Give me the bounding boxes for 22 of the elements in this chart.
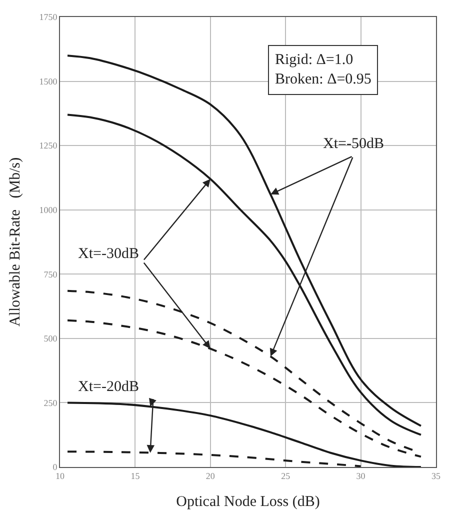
- line-series: [66, 114, 422, 436]
- annotation: Xt=-20dB: [78, 379, 139, 395]
- y-tick-label: 250: [44, 398, 58, 408]
- x-tick-label: 20: [206, 470, 216, 481]
- annotation: Xt=-30dB: [78, 246, 139, 262]
- y-axis-title: Allowable Bit-Rate (Mb/s): [7, 157, 24, 327]
- x-axis-title: Optical Node Loss (dB): [176, 494, 320, 510]
- y-tick-label: 1000: [39, 205, 58, 216]
- x-tick-label: 10: [56, 470, 65, 481]
- x-tick-label: 30: [356, 470, 366, 481]
- x-tick-label: 25: [281, 470, 291, 481]
- y-tick-label: 750: [44, 269, 58, 280]
- y-tick-label: 1250: [39, 140, 58, 151]
- annotation: Xt=-50dB: [323, 136, 384, 152]
- annotation: Rigid: Δ=1.0 Broken: Δ=0.95: [275, 52, 372, 88]
- y-tick-label: 1500: [39, 76, 58, 86]
- x-tick-label: 35: [432, 470, 441, 481]
- x-tick-label: 15: [130, 470, 140, 481]
- y-tick-label: 1750: [39, 12, 58, 22]
- y-tick-label: 500: [44, 334, 58, 344]
- y-tick-label: 0: [52, 462, 58, 472]
- line-series: [66, 54, 422, 427]
